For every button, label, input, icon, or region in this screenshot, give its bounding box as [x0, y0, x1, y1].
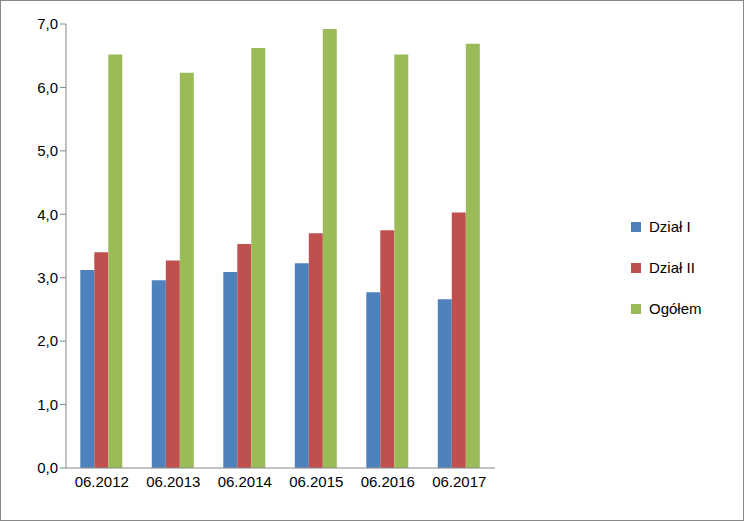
html-text:Dział I: Dział I: [649, 218, 691, 235]
svg-text:06.2014: 06.2014: [218, 473, 272, 490]
svg-text:7,0: 7,0: [37, 15, 58, 32]
svg-text:06.2017: 06.2017: [432, 473, 486, 490]
svg-text:3,0: 3,0: [37, 269, 58, 286]
html-text:Ogółem: Ogółem: [649, 300, 702, 317]
svg-text:5,0: 5,0: [37, 142, 58, 159]
html-text:Dział II: Dział II: [649, 259, 695, 276]
svg-text:0,0: 0,0: [37, 459, 58, 476]
svg-text:1,0: 1,0: [37, 396, 58, 413]
svg-text:06.2012: 06.2012: [75, 473, 129, 490]
svg-text:06.2015: 06.2015: [289, 473, 343, 490]
svg-text:06.2013: 06.2013: [146, 473, 200, 490]
svg-text:4,0: 4,0: [37, 206, 58, 223]
svg-text:06.2016: 06.2016: [361, 473, 415, 490]
svg-text:2,0: 2,0: [37, 332, 58, 349]
svg-text:6,0: 6,0: [37, 79, 58, 96]
